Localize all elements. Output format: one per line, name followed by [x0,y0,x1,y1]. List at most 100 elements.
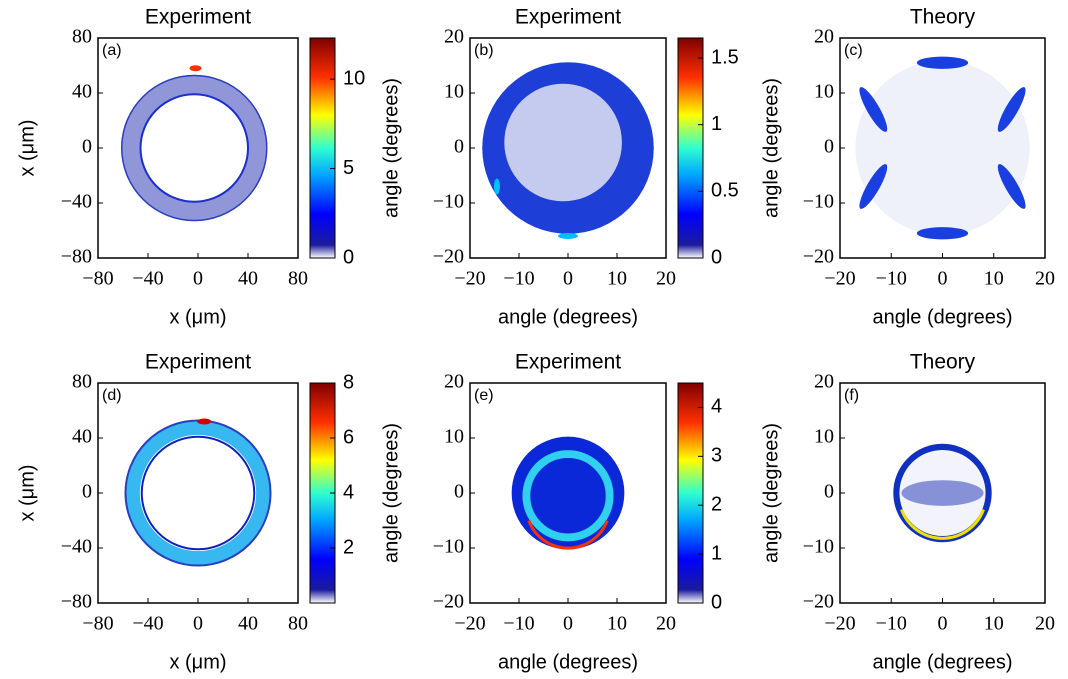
hot-arc [527,519,609,550]
y-tick-label: 10 [444,81,464,103]
panel-label: (c) [844,42,863,59]
y-axis-label: angle (degrees) [380,78,402,218]
colorbar-tick-label: 1 [711,113,722,135]
hot-spot [493,178,500,195]
x-tick-label: −10 [876,613,907,635]
colorbar-tick-label: 0 [343,246,354,268]
x-tick-label: 10 [607,613,627,635]
x-tick-label: 10 [984,268,1004,290]
heatmap-image [855,56,1030,240]
hot-spot [189,65,202,72]
y-tick-label: −80 [61,591,92,613]
colorbar-tick-label: 0 [711,591,722,613]
colorbar-tick-label: 0.5 [711,180,739,202]
x-tick-label: 80 [288,613,308,635]
colorbar-tick-label: 1.5 [711,46,739,68]
x-axis-label: angle (degrees) [872,306,1012,328]
colorbar-tick-label: 10 [343,67,365,89]
y-tick-label: −40 [61,191,92,213]
colorbar-tick-label: 2 [711,494,722,516]
x-tick-label: 40 [238,268,258,290]
panel-title: Experiment [145,6,251,29]
colorbar-tick-label: 3 [711,445,722,467]
y-tick-label: 80 [72,26,92,48]
y-tick-label: 20 [814,371,834,393]
ring-edge [139,93,249,203]
y-tick-label: −10 [433,191,464,213]
y-tick-label: −10 [433,536,464,558]
y-tick-label: −20 [803,591,834,613]
x-tick-label: −10 [503,268,534,290]
y-tick-label: 10 [814,81,834,103]
x-axis-label: x (μm) [169,306,226,328]
x-tick-label: 0 [193,268,203,290]
panel-label: (d) [102,387,122,404]
colorbar-tick-label: 2 [343,536,354,558]
colorbar [677,382,704,604]
x-tick-label: 0 [938,613,948,635]
panel-title: Experiment [515,351,621,374]
lobe [916,227,969,240]
x-tick-label: 10 [984,613,1004,635]
y-tick-label: 10 [814,426,834,448]
colorbar [309,37,336,259]
ring-edge [121,74,268,222]
y-tick-label: 20 [444,26,464,48]
y-tick-label: 0 [454,481,464,503]
hot-spot [558,233,578,239]
disk-field [855,60,1030,236]
panel-label: (f) [844,387,859,404]
x-tick-label: 20 [1035,613,1055,635]
disk-core [504,83,622,202]
colorbar-tick-label: 4 [343,481,354,503]
y-tick-label: 20 [444,371,464,393]
y-axis-label: angle (degrees) [380,423,402,563]
ring-edge [140,435,256,551]
heatmap-image [893,443,992,543]
x-axis-label: x (μm) [169,651,226,673]
panel-label: (a) [102,42,122,59]
x-tick-label: −10 [876,268,907,290]
y-axis-label: angle (degrees) [760,78,782,218]
lobe [859,87,888,132]
x-tick-label: 40 [238,613,258,635]
colorbar-tick-label: 4 [711,396,722,418]
x-tick-label: 0 [193,613,203,635]
panel-title: Experiment [145,351,251,374]
x-tick-label: −40 [132,268,163,290]
x-tick-label: −20 [824,613,855,635]
lobe [997,164,1026,209]
x-tick-label: −20 [454,268,485,290]
x-tick-label: −80 [82,613,113,635]
x-tick-label: 0 [563,613,573,635]
y-tick-label: −20 [433,246,464,268]
heatmap-image [121,65,268,222]
y-tick-label: 0 [824,481,834,503]
hot-arc [900,508,985,540]
colorbar-tick-label: 5 [343,157,354,179]
x-tick-label: 80 [288,268,308,290]
lobe [859,164,888,209]
y-tick-label: 0 [454,136,464,158]
lobe [997,87,1026,132]
y-tick-label: −10 [803,536,834,558]
x-tick-label: 20 [656,268,676,290]
ring-edge [124,419,272,567]
y-tick-label: 0 [82,136,92,158]
y-tick-label: −20 [803,246,834,268]
x-tick-label: 20 [1035,268,1055,290]
y-tick-label: 10 [444,426,464,448]
x-axis-label: angle (degrees) [872,651,1012,673]
heatmap-image [124,418,272,567]
colorbar [677,37,704,259]
ring-field [522,450,614,542]
panel-label: (b) [474,42,494,59]
heatmap-image [482,62,654,239]
y-tick-label: −80 [61,246,92,268]
lobe [916,56,969,69]
y-tick-label: 0 [824,136,834,158]
panel-title: Theory [910,351,976,374]
y-axis-label: angle (degrees) [760,423,782,563]
x-tick-label: 0 [563,268,573,290]
y-tick-label: 40 [72,81,92,103]
